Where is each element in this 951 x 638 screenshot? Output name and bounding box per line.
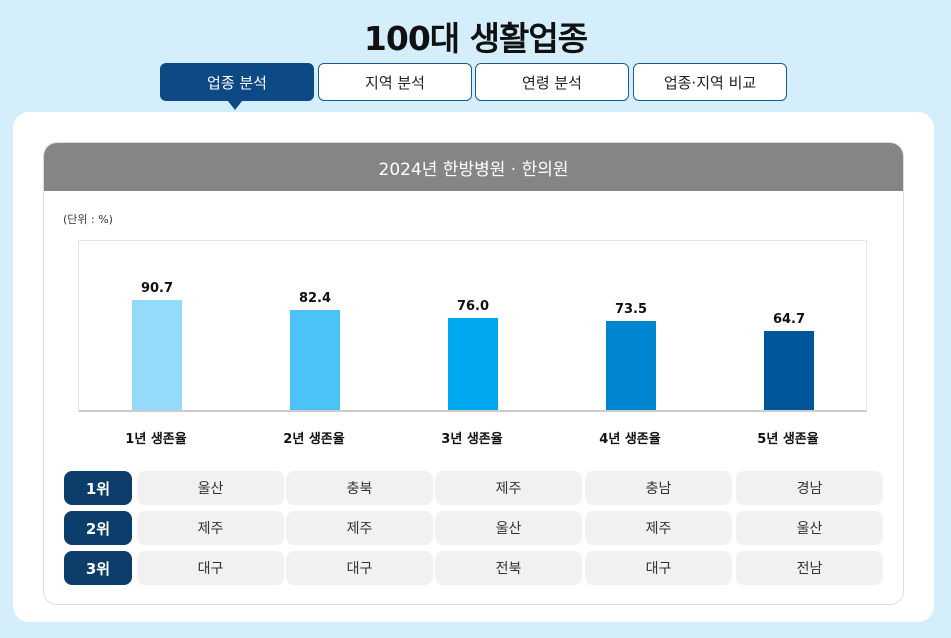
region-cell: 울산	[137, 471, 284, 505]
tab-industry-region-compare[interactable]: 업종·지역 비교	[633, 63, 787, 101]
region-cell: 제주	[585, 511, 732, 545]
bar	[290, 309, 340, 410]
region-cell: 대구	[137, 551, 284, 585]
data-label: 73.5	[614, 301, 648, 317]
region-cell: 제주	[435, 471, 582, 505]
category-label: 2년 생존율	[283, 432, 345, 447]
tab-industry-analysis[interactable]: 업종 분석	[160, 63, 314, 101]
region-cell: 제주	[286, 511, 433, 545]
page-title: 100대 생활업종	[363, 19, 588, 58]
bar	[132, 299, 182, 410]
data-label: 82.4	[298, 290, 332, 306]
category-label: 1년 생존율	[125, 432, 187, 447]
active-tab-pointer	[228, 101, 242, 110]
region-cell: 대구	[585, 551, 732, 585]
region-cell: 전남	[736, 551, 883, 585]
region-cell: 울산	[435, 511, 582, 545]
category-label: 3년 생존율	[441, 432, 503, 447]
data-label: 90.7	[140, 280, 174, 296]
bar-chart: 90.7 82.4 76.0 73.5 64.7	[78, 240, 867, 412]
bar	[448, 317, 498, 410]
region-cell: 제주	[137, 511, 284, 545]
region-cell: 전북	[435, 551, 582, 585]
data-label: 76.0	[456, 298, 490, 314]
tab-age-analysis[interactable]: 연령 분석	[475, 63, 629, 101]
tab-region-analysis[interactable]: 지역 분석	[318, 63, 472, 101]
unit-label: (단위 : %)	[63, 213, 113, 226]
data-label: 64.7	[772, 312, 806, 328]
region-cell: 충남	[585, 471, 732, 505]
bar	[764, 331, 814, 410]
bar	[606, 320, 656, 410]
category-label: 5년 생존율	[757, 432, 819, 447]
rank-badge: 3위	[64, 551, 132, 585]
rank-badge: 2위	[64, 511, 132, 545]
card-title: 2024년 한방병원 · 한의원	[44, 143, 903, 191]
region-cell: 대구	[286, 551, 433, 585]
region-cell: 경남	[736, 471, 883, 505]
rank-badge: 1위	[64, 471, 132, 505]
category-label: 4년 생존율	[599, 432, 661, 447]
region-cell: 울산	[736, 511, 883, 545]
region-cell: 충북	[286, 471, 433, 505]
